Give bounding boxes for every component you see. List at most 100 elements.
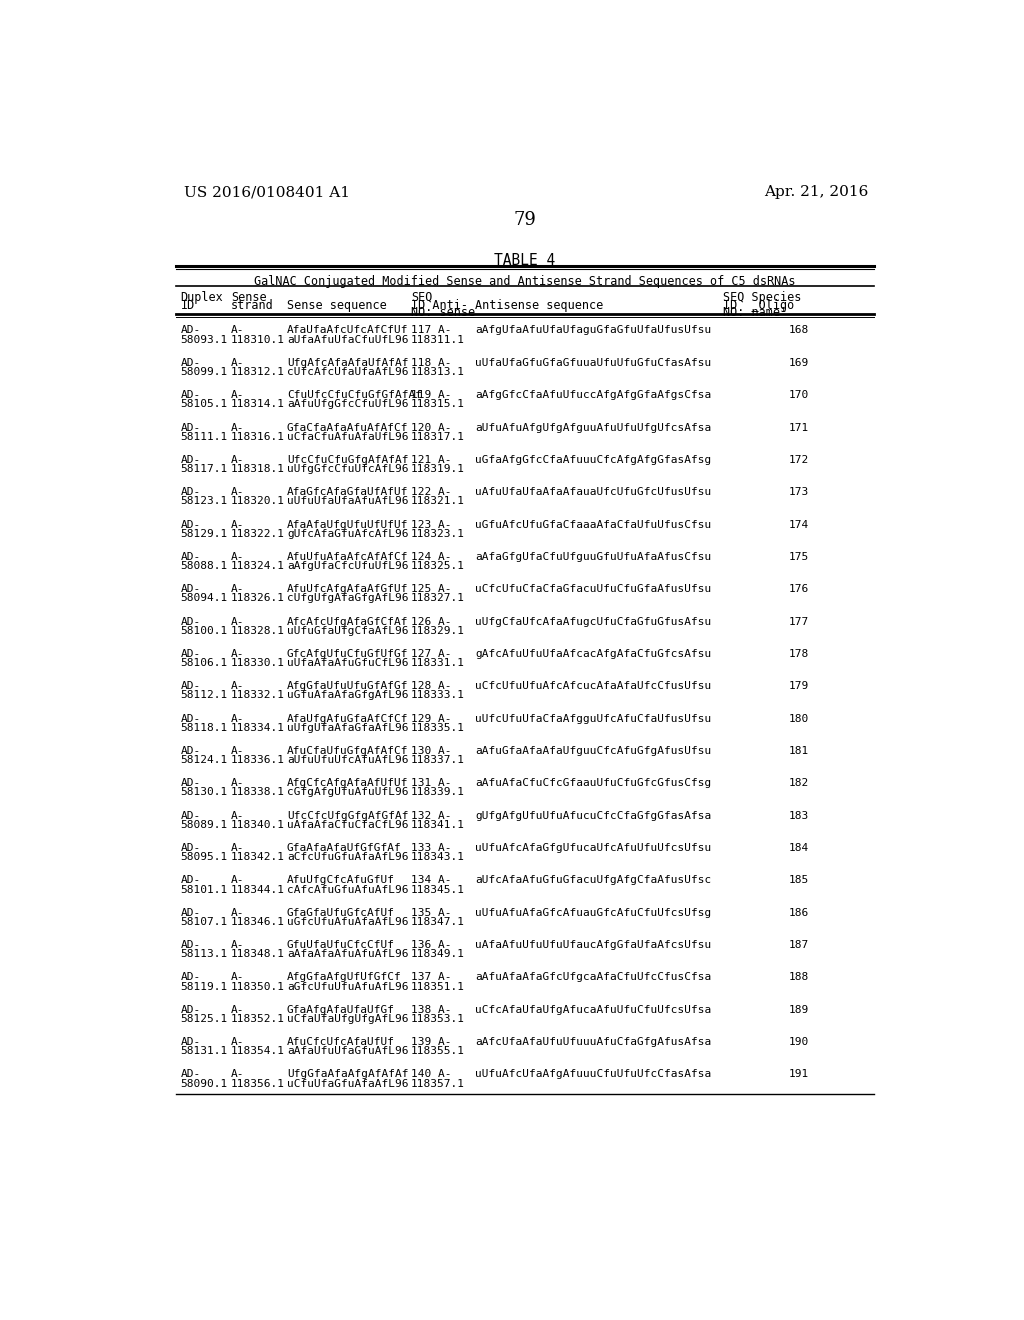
Text: 184: 184 — [790, 843, 809, 853]
Text: aAfuAfaAfaGfcUfgcaAfaCfuUfcCfusCfsa: aAfuAfaAfaGfcUfgcaAfaCfuUfcCfusCfsa — [475, 973, 712, 982]
Text: 189: 189 — [790, 1005, 809, 1015]
Text: 118324.1: 118324.1 — [231, 561, 285, 572]
Text: 118341.1: 118341.1 — [411, 820, 465, 830]
Text: 58131.1: 58131.1 — [180, 1047, 228, 1056]
Text: Sense: Sense — [231, 290, 266, 304]
Text: GfaAfaAfaUfGfGfAf: GfaAfaAfaUfGfGfAf — [287, 843, 401, 853]
Text: A-: A- — [231, 1069, 245, 1080]
Text: 58125.1: 58125.1 — [180, 1014, 228, 1024]
Text: cUfgUfgAfaGfgAfL96: cUfgUfgAfaGfgAfL96 — [287, 594, 409, 603]
Text: 118333.1: 118333.1 — [411, 690, 465, 701]
Text: 58090.1: 58090.1 — [180, 1078, 228, 1089]
Text: 118332.1: 118332.1 — [231, 690, 285, 701]
Text: 118345.1: 118345.1 — [411, 884, 465, 895]
Text: 58119.1: 58119.1 — [180, 982, 228, 991]
Text: 118315.1: 118315.1 — [411, 400, 465, 409]
Text: 175: 175 — [790, 552, 809, 562]
Text: 180: 180 — [790, 714, 809, 723]
Text: UfgAfcAfaAfaUfAfAf: UfgAfcAfaAfaUfAfAf — [287, 358, 409, 368]
Text: 129 A-: 129 A- — [411, 714, 452, 723]
Text: uCfcUfuCfaCfaGfacuUfuCfuGfaAfusUfsu: uCfcUfuCfaCfaGfacuUfuCfuGfaAfusUfsu — [475, 585, 712, 594]
Text: 58100.1: 58100.1 — [180, 626, 228, 636]
Text: 118322.1: 118322.1 — [231, 529, 285, 539]
Text: AD-: AD- — [180, 681, 201, 692]
Text: 58124.1: 58124.1 — [180, 755, 228, 766]
Text: A-: A- — [231, 585, 245, 594]
Text: 58088.1: 58088.1 — [180, 561, 228, 572]
Text: 58123.1: 58123.1 — [180, 496, 228, 507]
Text: 127 A-: 127 A- — [411, 649, 452, 659]
Text: AD-: AD- — [180, 487, 201, 498]
Text: 188: 188 — [790, 973, 809, 982]
Text: Antisense sequence: Antisense sequence — [475, 298, 603, 312]
Text: 118313.1: 118313.1 — [411, 367, 465, 378]
Text: 136 A-: 136 A- — [411, 940, 452, 950]
Text: aCfcUfuGfuAfaAfL96: aCfcUfuGfuAfaAfL96 — [287, 853, 409, 862]
Text: 138 A-: 138 A- — [411, 1005, 452, 1015]
Text: A-: A- — [231, 714, 245, 723]
Text: uCfcUfuUfuAfcAfcucAfaAfaUfcCfusUfsu: uCfcUfuUfuAfcAfcucAfaAfaUfcCfusUfsu — [475, 681, 712, 692]
Text: 140 A-: 140 A- — [411, 1069, 452, 1080]
Text: AD-: AD- — [180, 616, 201, 627]
Text: 118319.1: 118319.1 — [411, 465, 465, 474]
Text: AfaUfgAfuGfaAfCfCf: AfaUfgAfuGfaAfCfCf — [287, 714, 409, 723]
Text: 58111.1: 58111.1 — [180, 432, 228, 442]
Text: aGfcUfuUfuAfuAfL96: aGfcUfuUfuAfuAfL96 — [287, 982, 409, 991]
Text: AfaGfcAfaGfaUfAfUf: AfaGfcAfaGfaUfAfUf — [287, 487, 409, 498]
Text: AfgGfaAfgUfUfGfCf: AfgGfaAfgUfUfGfCf — [287, 973, 401, 982]
Text: 118310.1: 118310.1 — [231, 335, 285, 345]
Text: AfaAfaUfgUfuUfUfUf: AfaAfaUfgUfuUfUfUf — [287, 520, 409, 529]
Text: Sense sequence: Sense sequence — [287, 298, 387, 312]
Text: 170: 170 — [790, 391, 809, 400]
Text: uUfuAfuAfaGfcAfuauGfcAfuCfuUfcsUfsg: uUfuAfuAfaGfcAfuauGfcAfuCfuUfcsUfsg — [475, 908, 712, 917]
Text: 123 A-: 123 A- — [411, 520, 452, 529]
Text: uAfaAfuUfuUfuUfaucAfgGfaUfaAfcsUfsu: uAfaAfuUfuUfuUfaucAfgGfaUfaAfcsUfsu — [475, 940, 712, 950]
Text: 118343.1: 118343.1 — [411, 853, 465, 862]
Text: 177: 177 — [790, 616, 809, 627]
Text: UfcCfuCfuGfgAfAfAf: UfcCfuCfuGfgAfAfAf — [287, 455, 409, 465]
Text: 131 A-: 131 A- — [411, 779, 452, 788]
Text: AD-: AD- — [180, 422, 201, 433]
Text: uUfcUfuUfaCfaAfgguUfcAfuCfaUfusUfsu: uUfcUfuUfaCfaAfgguUfcAfuCfaUfusUfsu — [475, 714, 712, 723]
Text: uCfaUfaUfgUfgAfL96: uCfaUfaUfgUfgAfL96 — [287, 1014, 409, 1024]
Text: A-: A- — [231, 810, 245, 821]
Text: A-: A- — [231, 649, 245, 659]
Text: 118339.1: 118339.1 — [411, 788, 465, 797]
Text: uUfaAfaAfuGfuCfL96: uUfaAfaAfuGfuCfL96 — [287, 659, 409, 668]
Text: 122 A-: 122 A- — [411, 487, 452, 498]
Text: 171: 171 — [790, 422, 809, 433]
Text: uGfaAfgGfcCfaAfuuuCfcAfgAfgGfasAfsg: uGfaAfgGfcCfaAfuuuCfcAfgAfgGfasAfsg — [475, 455, 712, 465]
Text: 118349.1: 118349.1 — [411, 949, 465, 960]
Text: 120 A-: 120 A- — [411, 422, 452, 433]
Text: aUfcAfaAfuGfuGfacuUfgAfgCfaAfusUfsc: aUfcAfaAfuGfuGfacuUfgAfgCfaAfusUfsc — [475, 875, 712, 886]
Text: 118328.1: 118328.1 — [231, 626, 285, 636]
Text: aUfaAfuUfaCfuUfL96: aUfaAfuUfaCfuUfL96 — [287, 335, 409, 345]
Text: A-: A- — [231, 520, 245, 529]
Text: AD-: AD- — [180, 810, 201, 821]
Text: 176: 176 — [790, 585, 809, 594]
Text: ID  _Oligo: ID _Oligo — [723, 298, 795, 312]
Text: 118312.1: 118312.1 — [231, 367, 285, 378]
Text: 58106.1: 58106.1 — [180, 659, 228, 668]
Text: SEQ: SEQ — [411, 290, 432, 304]
Text: A-: A- — [231, 908, 245, 917]
Text: A-: A- — [231, 1038, 245, 1047]
Text: 137 A-: 137 A- — [411, 973, 452, 982]
Text: 79: 79 — [513, 211, 537, 228]
Text: 124 A-: 124 A- — [411, 552, 452, 562]
Text: AD-: AD- — [180, 391, 201, 400]
Text: aAfaGfgUfaCfuUfguuGfuUfuAfaAfusCfsu: aAfaGfgUfaCfuUfguuGfuUfuAfaAfusCfsu — [475, 552, 712, 562]
Text: 118352.1: 118352.1 — [231, 1014, 285, 1024]
Text: 58099.1: 58099.1 — [180, 367, 228, 378]
Text: 118311.1: 118311.1 — [411, 335, 465, 345]
Text: 118346.1: 118346.1 — [231, 917, 285, 927]
Text: uUfuUfaUfaAfuAfL96: uUfuUfaUfaAfuAfL96 — [287, 496, 409, 507]
Text: A-: A- — [231, 616, 245, 627]
Text: 128 A-: 128 A- — [411, 681, 452, 692]
Text: GfaAfgAfaUfaUfGf: GfaAfgAfaUfaUfGf — [287, 1005, 395, 1015]
Text: uCfuUfaGfuAfaAfL96: uCfuUfaGfuAfaAfL96 — [287, 1078, 409, 1089]
Text: uUfaUfaGfuGfaGfuuaUfuUfuGfuCfasAfsu: uUfaUfaGfuGfaGfuuaUfuUfuGfuCfasAfsu — [475, 358, 712, 368]
Text: ID Anti-: ID Anti- — [411, 298, 468, 312]
Text: 181: 181 — [790, 746, 809, 756]
Text: 134 A-: 134 A- — [411, 875, 452, 886]
